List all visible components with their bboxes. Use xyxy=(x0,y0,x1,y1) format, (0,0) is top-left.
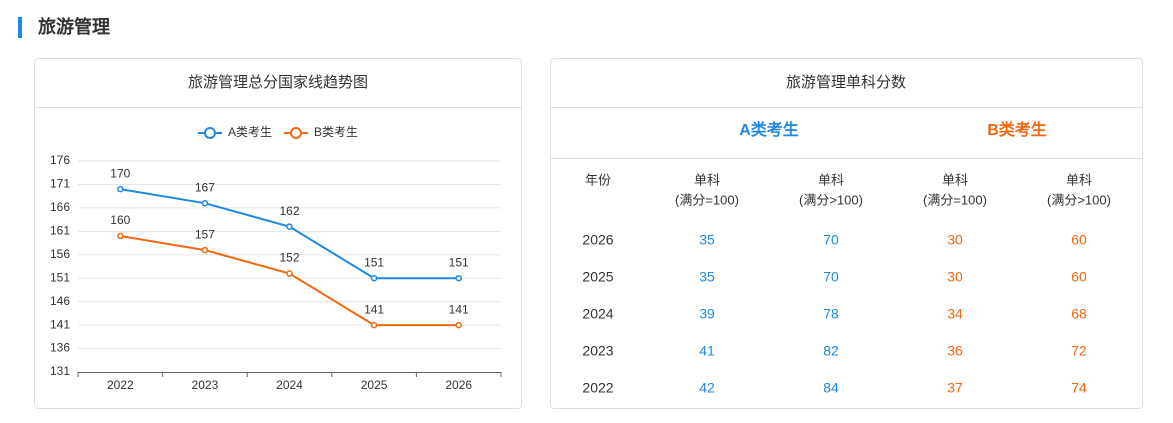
data-label: 170 xyxy=(110,166,130,180)
table-cell: 78 xyxy=(823,306,839,322)
table-cell: 35 xyxy=(699,269,715,285)
data-point xyxy=(455,274,462,282)
chart-panel xyxy=(34,58,522,409)
data-point xyxy=(286,270,293,277)
data-point xyxy=(117,232,124,240)
data-point xyxy=(201,246,209,254)
column-header: (满分=100) xyxy=(923,192,987,207)
legend-label: B类考生 xyxy=(314,125,358,139)
column-header: 年份 xyxy=(585,172,611,187)
table-cell: 84 xyxy=(823,380,839,396)
y-tick-label: 136 xyxy=(50,341,70,355)
data-label: 157 xyxy=(195,227,215,241)
table-cell: 30 xyxy=(947,269,963,285)
column-header: (满分>100) xyxy=(799,192,863,207)
table-cell: 2024 xyxy=(582,306,613,322)
table-cell: 72 xyxy=(1071,343,1087,359)
table-cell: 2026 xyxy=(582,232,613,248)
y-tick-label: 131 xyxy=(50,364,70,378)
data-label: 151 xyxy=(449,255,469,269)
table-cell: 39 xyxy=(699,306,715,322)
table-cell: 60 xyxy=(1071,232,1087,248)
chart-title: 旅游管理总分国家线趋势图 xyxy=(188,74,368,91)
table-cell: 60 xyxy=(1071,269,1087,285)
table-cell: 36 xyxy=(947,343,963,359)
table-cell: 30 xyxy=(947,232,963,248)
data-point xyxy=(201,199,209,207)
x-tick-label: 2026 xyxy=(445,378,472,392)
table-cell: 82 xyxy=(823,343,839,359)
column-header: 单科 xyxy=(1066,172,1092,187)
y-tick-label: 156 xyxy=(50,247,70,261)
table-cell: 2022 xyxy=(582,380,613,396)
group-header: B类考生 xyxy=(987,120,1047,139)
data-label: 162 xyxy=(279,204,299,218)
data-label: 141 xyxy=(364,302,384,316)
y-tick-label: 176 xyxy=(50,153,70,167)
legend-label: A类考生 xyxy=(228,125,272,139)
table-cell: 35 xyxy=(699,232,715,248)
x-tick-label: 2025 xyxy=(361,378,388,392)
column-header: 单科 xyxy=(818,172,844,187)
x-tick-label: 2024 xyxy=(276,378,303,392)
group-header: A类考生 xyxy=(739,120,799,139)
y-tick-label: 161 xyxy=(50,224,70,238)
table-cell: 70 xyxy=(823,269,839,285)
section-title: 旅游管理 xyxy=(38,16,110,37)
table-cell: 2025 xyxy=(582,269,613,285)
data-point xyxy=(370,274,378,282)
table-cell: 42 xyxy=(699,380,715,396)
data-label: 160 xyxy=(110,213,130,227)
data-point xyxy=(370,321,378,329)
data-label: 151 xyxy=(364,255,384,269)
table-cell: 70 xyxy=(823,232,839,248)
data-label: 167 xyxy=(195,180,215,194)
x-tick-label: 2023 xyxy=(192,378,219,392)
data-point xyxy=(117,185,124,193)
data-label: 152 xyxy=(279,251,299,265)
data-label: 141 xyxy=(449,302,469,316)
column-header: 单科 xyxy=(942,172,968,187)
table-cell: 34 xyxy=(947,306,963,322)
legend-marker xyxy=(204,127,216,139)
table-cell: 2023 xyxy=(582,343,613,359)
table-cell: 74 xyxy=(1071,380,1087,396)
y-tick-label: 171 xyxy=(50,177,70,191)
y-tick-label: 166 xyxy=(50,200,70,214)
column-header: (满分>100) xyxy=(1047,192,1111,207)
title-bar xyxy=(18,17,22,38)
table-title: 旅游管理单科分数 xyxy=(786,74,906,91)
legend-marker xyxy=(290,127,302,139)
table-cell: 68 xyxy=(1071,306,1087,322)
table-panel xyxy=(550,58,1143,409)
table-cell: 41 xyxy=(699,343,715,359)
y-tick-label: 141 xyxy=(50,317,70,331)
data-point xyxy=(455,321,462,329)
y-tick-label: 151 xyxy=(50,270,70,284)
data-point xyxy=(286,223,293,230)
y-tick-label: 146 xyxy=(50,294,70,308)
table-cell: 37 xyxy=(947,380,963,396)
x-tick-label: 2022 xyxy=(107,378,134,392)
column-header: (满分=100) xyxy=(675,192,739,207)
column-header: 单科 xyxy=(694,172,720,187)
